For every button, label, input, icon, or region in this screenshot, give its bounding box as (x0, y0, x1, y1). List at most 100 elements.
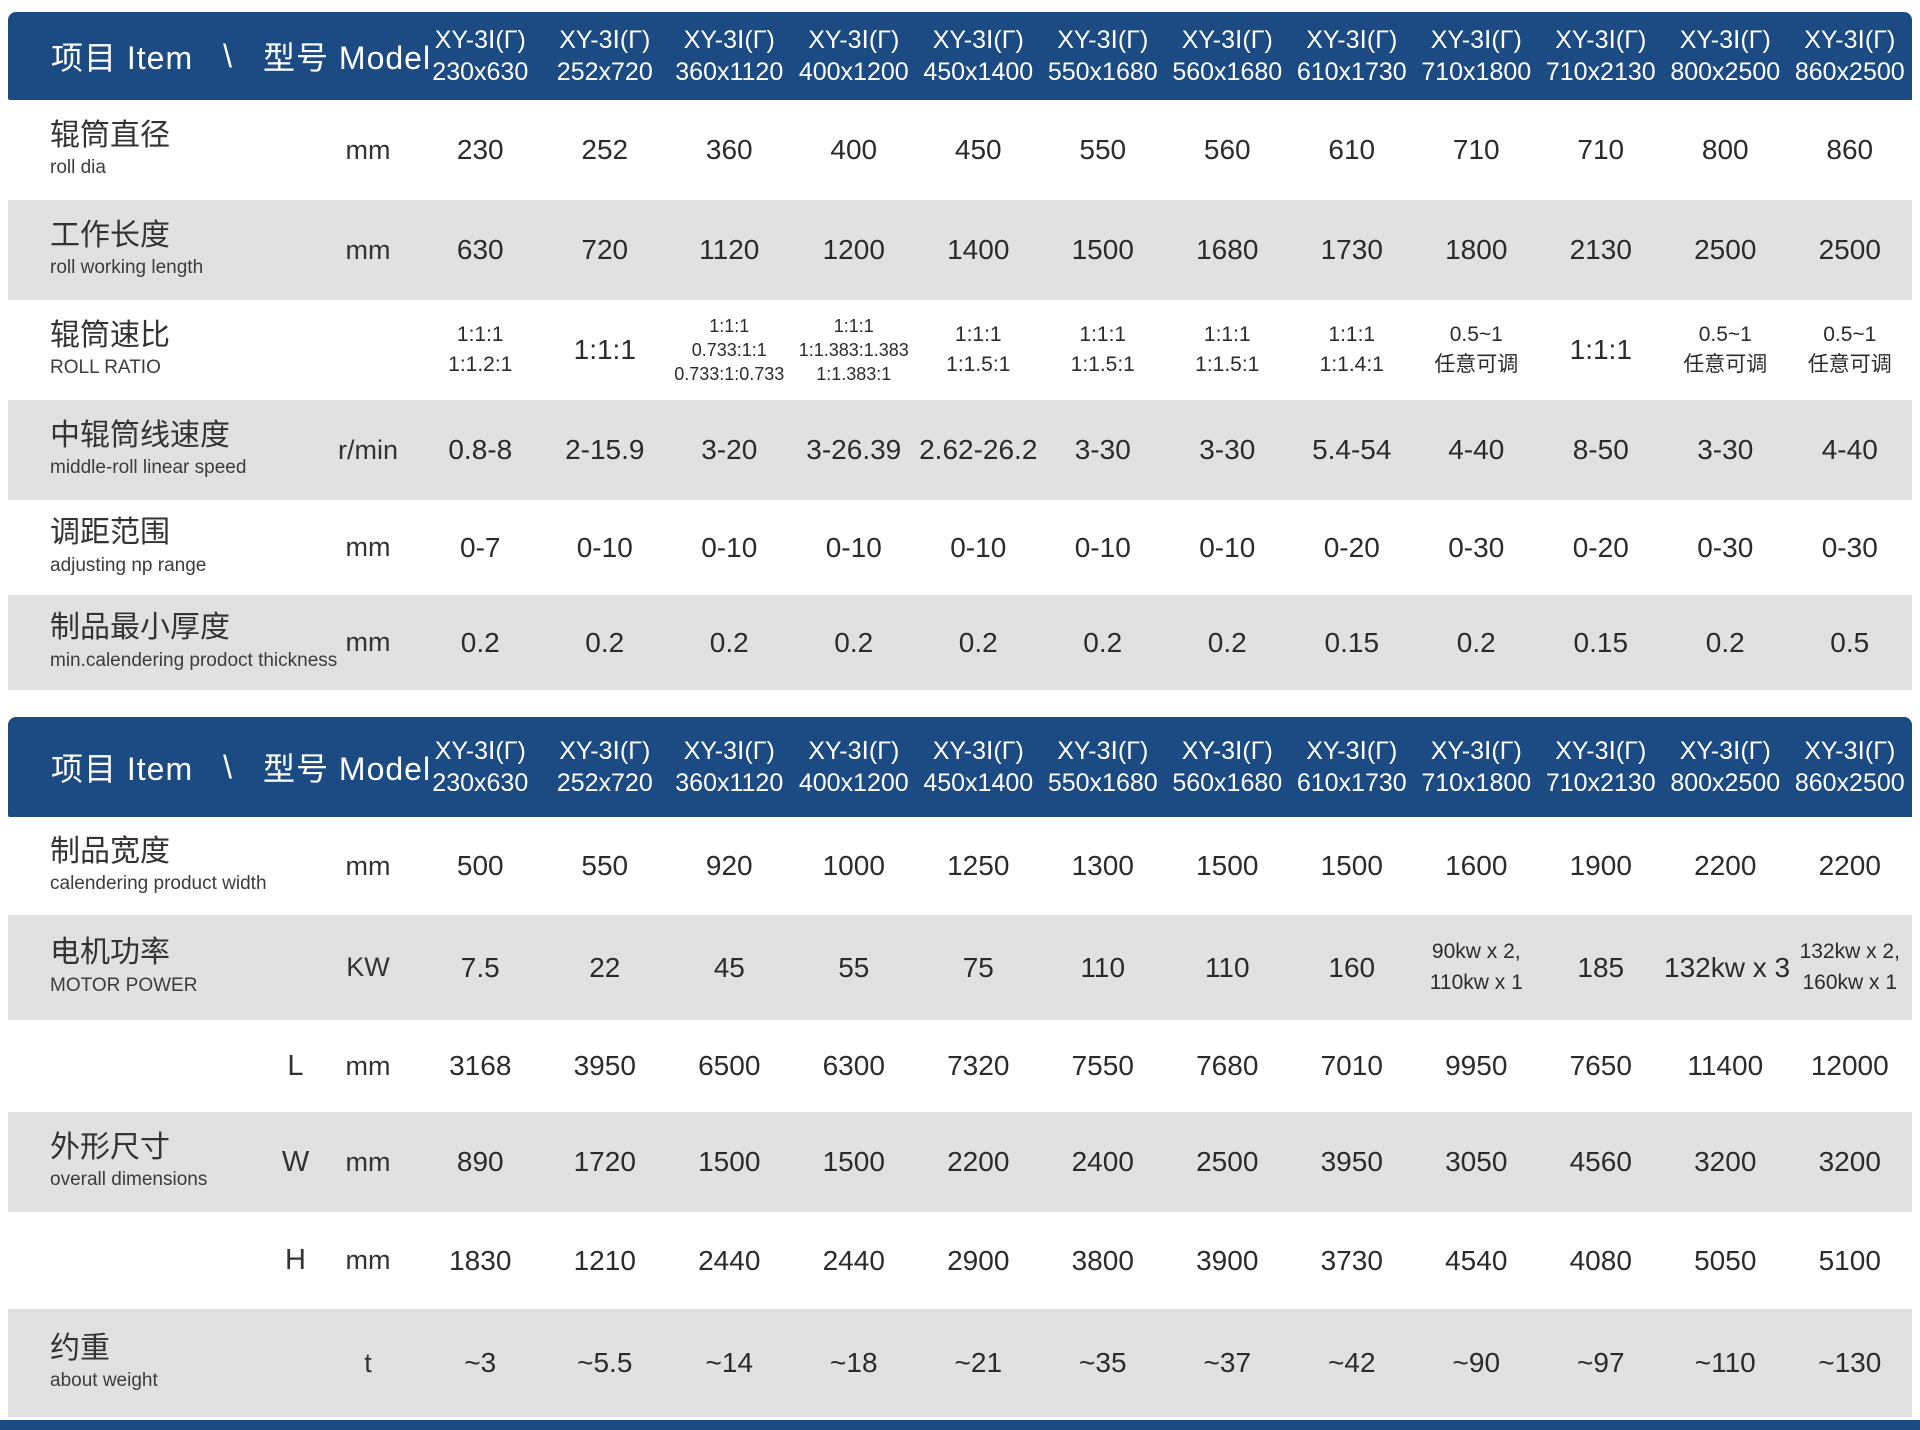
spec-value-line: 1120 (699, 234, 760, 265)
spec-value-line: 1:1:1 (456, 322, 504, 346)
spec-value-cell: 3200 (1663, 1112, 1788, 1212)
model-column-header: XY-3Ⅰ(Γ) 400x1200 (791, 717, 917, 817)
item-model-header-cell: 项目 Item \ 型号 Model (8, 717, 430, 817)
spec-value-line: 1900 (1569, 850, 1632, 881)
spec-value-line: 630 (456, 234, 504, 265)
spec-value-line: 0.8-8 (448, 434, 513, 465)
spec-value-line: 1:1:1 (1569, 334, 1632, 365)
spec-value-line: 3-30 (1074, 434, 1131, 465)
spec-value-cell: 4-40 (1787, 400, 1913, 500)
spec-value-line: 7.5 (460, 951, 500, 983)
model-column-header: XY-3Ⅰ(Γ) 252x720 (542, 717, 668, 817)
model-column-header: XY-3Ⅰ(Γ) 860x2500 (1787, 12, 1913, 100)
spec-row: 制品最小厚度 min.calendering prodoct thickness m… (8, 595, 1913, 690)
spec-table-dimensions: 项目 Item \ 型号 Model XY-3Ⅰ(Γ) 230x630 XY-3Ⅰ(Γ) 2… (8, 717, 1913, 1417)
spec-value-cell: 1900 (1538, 817, 1664, 915)
model-size: 400x1200 (798, 769, 909, 797)
spec-value-line: 560 (1203, 134, 1251, 165)
row-label-cn: 中辊筒线速度 (50, 418, 230, 452)
spec-value-cell: 3200 (1787, 1112, 1913, 1212)
spec-value-line: 1:1:1 (1203, 322, 1251, 346)
spec-row: 中辊筒线速度 middle-roll linear speed r/min 0.8-8… (8, 400, 1913, 500)
model-label: 型号 Model (263, 40, 432, 76)
spec-value-line: 110kw x 1 (1429, 970, 1523, 994)
spec-value-cell: ~14 (667, 1309, 792, 1417)
model-column-header: XY-3Ⅰ(Γ) 710x1800 (1414, 12, 1539, 100)
spec-value-cell: 2440 (791, 1212, 917, 1309)
model-size: 710x1800 (1421, 769, 1532, 797)
spec-value-cell: 1680 (1165, 200, 1290, 300)
spec-value-cell: 1830 (418, 1212, 543, 1309)
spec-value-line: 1210 (573, 1244, 636, 1276)
model-size: 800x2500 (1670, 769, 1781, 797)
spec-value-line: 0.2 (834, 626, 874, 658)
model-name: XY-3Ⅰ(Γ) (1804, 736, 1896, 765)
spec-value-line: 4540 (1445, 1244, 1508, 1276)
spec-value-line: 1:1.383:1.383 (798, 339, 909, 360)
spec-value-cell: 0.15 (1289, 595, 1415, 690)
spec-value-cell: 2-15.9 (542, 400, 668, 500)
model-column-header: XY-3Ⅰ(Γ) 400x1200 (791, 12, 917, 100)
spec-value-line: 0-30 (1821, 531, 1878, 563)
spec-value-line: 0-7 (460, 531, 501, 563)
spec-value-cell: 2200 (1663, 817, 1788, 915)
spec-value-line: 3-20 (701, 434, 758, 465)
spec-value-line: 610 (1328, 134, 1376, 165)
spec-value-line: ~14 (705, 1347, 754, 1378)
spec-value-cell: 1:1:1 (1538, 300, 1664, 400)
item-label: 项目 Item (51, 40, 194, 76)
spec-row: 调距范围 adjusting np range mm 0-7 0-10 0-10 0-10 0… (8, 500, 1913, 595)
spec-value-cell: 0-10 (916, 500, 1041, 595)
spec-table-performance: 项目 Item \ 型号 Model XY-3Ⅰ(Γ) 230x630 XY-3Ⅰ(Γ) 2… (8, 12, 1913, 690)
spec-value-line: 2440 (822, 1244, 885, 1276)
spec-value-cell: ~110 (1663, 1309, 1788, 1417)
spec-value-cell: 45 (667, 915, 792, 1020)
spec-value-line: 3168 (449, 1050, 512, 1081)
model-column-header: XY-3Ⅰ(Γ) 450x1400 (916, 717, 1041, 817)
spec-value-cell: 160 (1289, 915, 1415, 1020)
model-name: XY-3Ⅰ(Γ) (1804, 25, 1896, 54)
spec-value-line: 2200 (1694, 850, 1757, 881)
spec-value-line: 710 (1577, 134, 1625, 165)
spec-value-line: 500 (456, 850, 504, 881)
spec-value-cell: 8-50 (1538, 400, 1664, 500)
model-size: 400x1200 (798, 58, 909, 86)
spec-value-cell: 3730 (1289, 1212, 1415, 1309)
spec-value-line: 1830 (449, 1244, 512, 1276)
model-column-header: XY-3Ⅰ(Γ) 800x2500 (1663, 12, 1788, 100)
item-model-separator: \ (223, 37, 234, 74)
spec-value-line: 0-10 (1074, 531, 1131, 563)
spec-value-line: ~130 (1818, 1347, 1882, 1378)
spec-value-cell: 0-10 (542, 500, 668, 595)
spec-value-cell: 0-30 (1663, 500, 1788, 595)
spec-value-cell: 12000 (1787, 1020, 1913, 1112)
model-name: XY-3Ⅰ(Γ) (683, 25, 775, 54)
spec-value-cell: 0.8-8 (418, 400, 543, 500)
spec-value-cell: 185 (1538, 915, 1664, 1020)
spec-value-line: 1500 (698, 1146, 761, 1177)
model-name: XY-3Ⅰ(Γ) (1679, 736, 1771, 765)
model-name: XY-3Ⅰ(Γ) (808, 25, 900, 54)
spec-value-cell: 2500 (1165, 1112, 1290, 1212)
model-size: 450x1400 (923, 769, 1034, 797)
spec-value-cell: 3-30 (1663, 400, 1788, 500)
spec-value-cell: 890 (418, 1112, 543, 1212)
row-unit: mm (318, 500, 419, 595)
spec-value-cell: 75 (916, 915, 1041, 1020)
spec-value-line: 3950 (1320, 1146, 1383, 1177)
spec-value-line: ~18 (830, 1347, 878, 1378)
spec-value-cell: 0-10 (667, 500, 792, 595)
spec-value-cell: 0.5 (1787, 595, 1913, 690)
spec-value-cell: 4560 (1538, 1112, 1664, 1212)
spec-value-line: ~35 (1079, 1347, 1127, 1378)
spec-value-line: 5050 (1694, 1244, 1757, 1276)
model-name: XY-3Ⅰ(Γ) (1057, 25, 1149, 54)
row-label-cn: 制品最小厚度 (50, 611, 230, 645)
spec-value-cell: ~42 (1289, 1309, 1415, 1417)
row-unit: mm (318, 200, 419, 300)
spec-value-line: ~21 (954, 1347, 1003, 1378)
model-name: XY-3Ⅰ(Γ) (434, 736, 526, 765)
spec-value-cell: 110 (1165, 915, 1290, 1020)
spec-value-line: ~110 (1694, 1347, 1756, 1378)
